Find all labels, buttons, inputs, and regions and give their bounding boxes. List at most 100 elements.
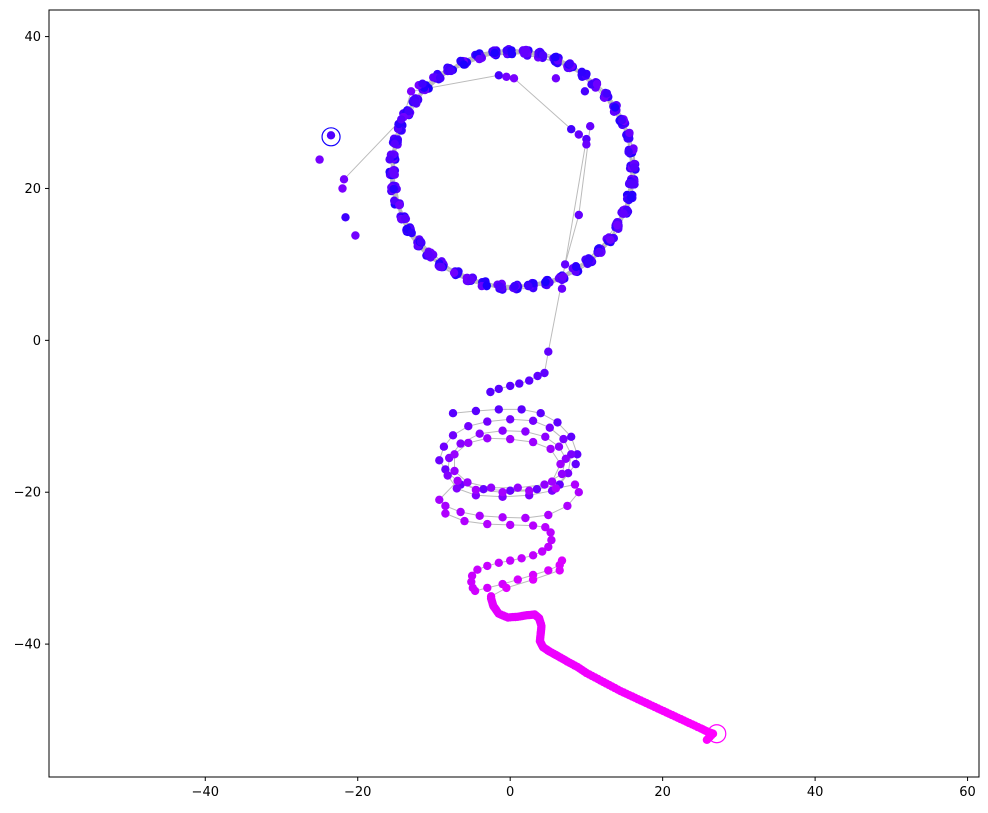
data-point	[547, 535, 556, 545]
data-point	[483, 583, 492, 593]
data-point	[541, 432, 550, 441]
data-point	[506, 520, 515, 530]
data-point	[506, 381, 515, 391]
data-point	[466, 275, 476, 285]
end-marker	[707, 724, 727, 744]
data-point	[536, 409, 545, 418]
data-point	[528, 521, 538, 530]
data-point	[541, 523, 550, 532]
data-point	[494, 558, 503, 567]
data-point	[389, 184, 398, 194]
data-point	[547, 477, 557, 486]
data-point	[502, 72, 511, 82]
data-point	[456, 507, 465, 517]
data-point	[524, 281, 533, 291]
data-point	[567, 125, 576, 134]
data-point	[533, 371, 542, 381]
data-point	[498, 513, 507, 522]
data-point	[545, 423, 554, 432]
x-tick-label: 40	[807, 785, 824, 800]
data-point	[540, 368, 549, 378]
data-point	[435, 73, 445, 82]
data-point	[424, 249, 433, 258]
data-point	[556, 459, 565, 469]
data-point	[341, 213, 350, 222]
data-point	[351, 231, 360, 240]
data-point	[450, 450, 459, 459]
data-point	[544, 566, 553, 575]
data-point	[525, 486, 534, 495]
data-point	[517, 554, 526, 563]
data-point	[475, 54, 484, 64]
data-point	[443, 471, 452, 480]
y-tick-label: 0	[33, 334, 41, 349]
data-point	[507, 46, 516, 55]
data-point	[404, 107, 413, 116]
data-point	[479, 485, 488, 494]
data-point	[437, 263, 446, 272]
data-point	[521, 427, 530, 436]
data-point	[397, 115, 406, 124]
data-point	[439, 442, 449, 451]
data-point	[471, 485, 481, 495]
data-point	[577, 67, 587, 77]
data-point	[559, 434, 568, 444]
data-point	[486, 483, 496, 492]
data-point	[460, 516, 469, 526]
data-point	[544, 510, 553, 520]
data-point	[513, 575, 522, 584]
y-axis-ticks: −40 −20 0 20 40	[14, 30, 49, 653]
data-point	[498, 426, 507, 435]
data-point	[602, 89, 612, 98]
data-point	[446, 66, 456, 76]
data-point	[538, 51, 548, 60]
data-point	[448, 409, 458, 418]
data-point	[563, 501, 572, 511]
data-point	[452, 484, 461, 493]
data-point	[459, 60, 468, 69]
data-point	[557, 556, 567, 565]
data-point	[490, 48, 499, 58]
data-point	[475, 511, 484, 520]
data-point	[629, 180, 639, 189]
data-point	[558, 272, 568, 281]
data-point	[494, 405, 503, 414]
data-point	[506, 556, 515, 565]
data-point	[528, 437, 538, 447]
data-point	[418, 79, 427, 88]
data-point	[541, 277, 550, 287]
data-point	[483, 519, 492, 529]
data-point	[456, 439, 465, 448]
data-point	[385, 155, 394, 164]
data-point	[494, 384, 503, 394]
data-point	[626, 193, 636, 202]
x-axis-ticks: −40 −20 0 20 40 60	[192, 777, 976, 800]
data-point	[473, 565, 482, 574]
data-point	[448, 431, 458, 440]
data-point	[594, 247, 604, 257]
data-point	[506, 415, 515, 424]
data-point	[563, 469, 573, 478]
data-point	[407, 228, 416, 238]
data-point	[571, 459, 580, 469]
data-point	[557, 284, 567, 293]
data-point	[580, 87, 590, 96]
data-point	[521, 45, 531, 55]
data-point	[389, 170, 399, 179]
data-point	[483, 434, 492, 443]
data-point	[515, 379, 524, 388]
data-point	[401, 214, 410, 223]
data-point	[463, 478, 472, 487]
data-point	[416, 237, 426, 246]
data-point	[475, 429, 484, 438]
plot-area	[48, 9, 980, 778]
data-point	[574, 488, 583, 497]
data-point	[567, 432, 576, 441]
data-point	[551, 74, 561, 83]
data-point	[464, 422, 473, 431]
data-point	[525, 376, 534, 385]
data-point	[528, 575, 538, 584]
data-point	[538, 547, 547, 556]
data-point	[338, 184, 347, 193]
